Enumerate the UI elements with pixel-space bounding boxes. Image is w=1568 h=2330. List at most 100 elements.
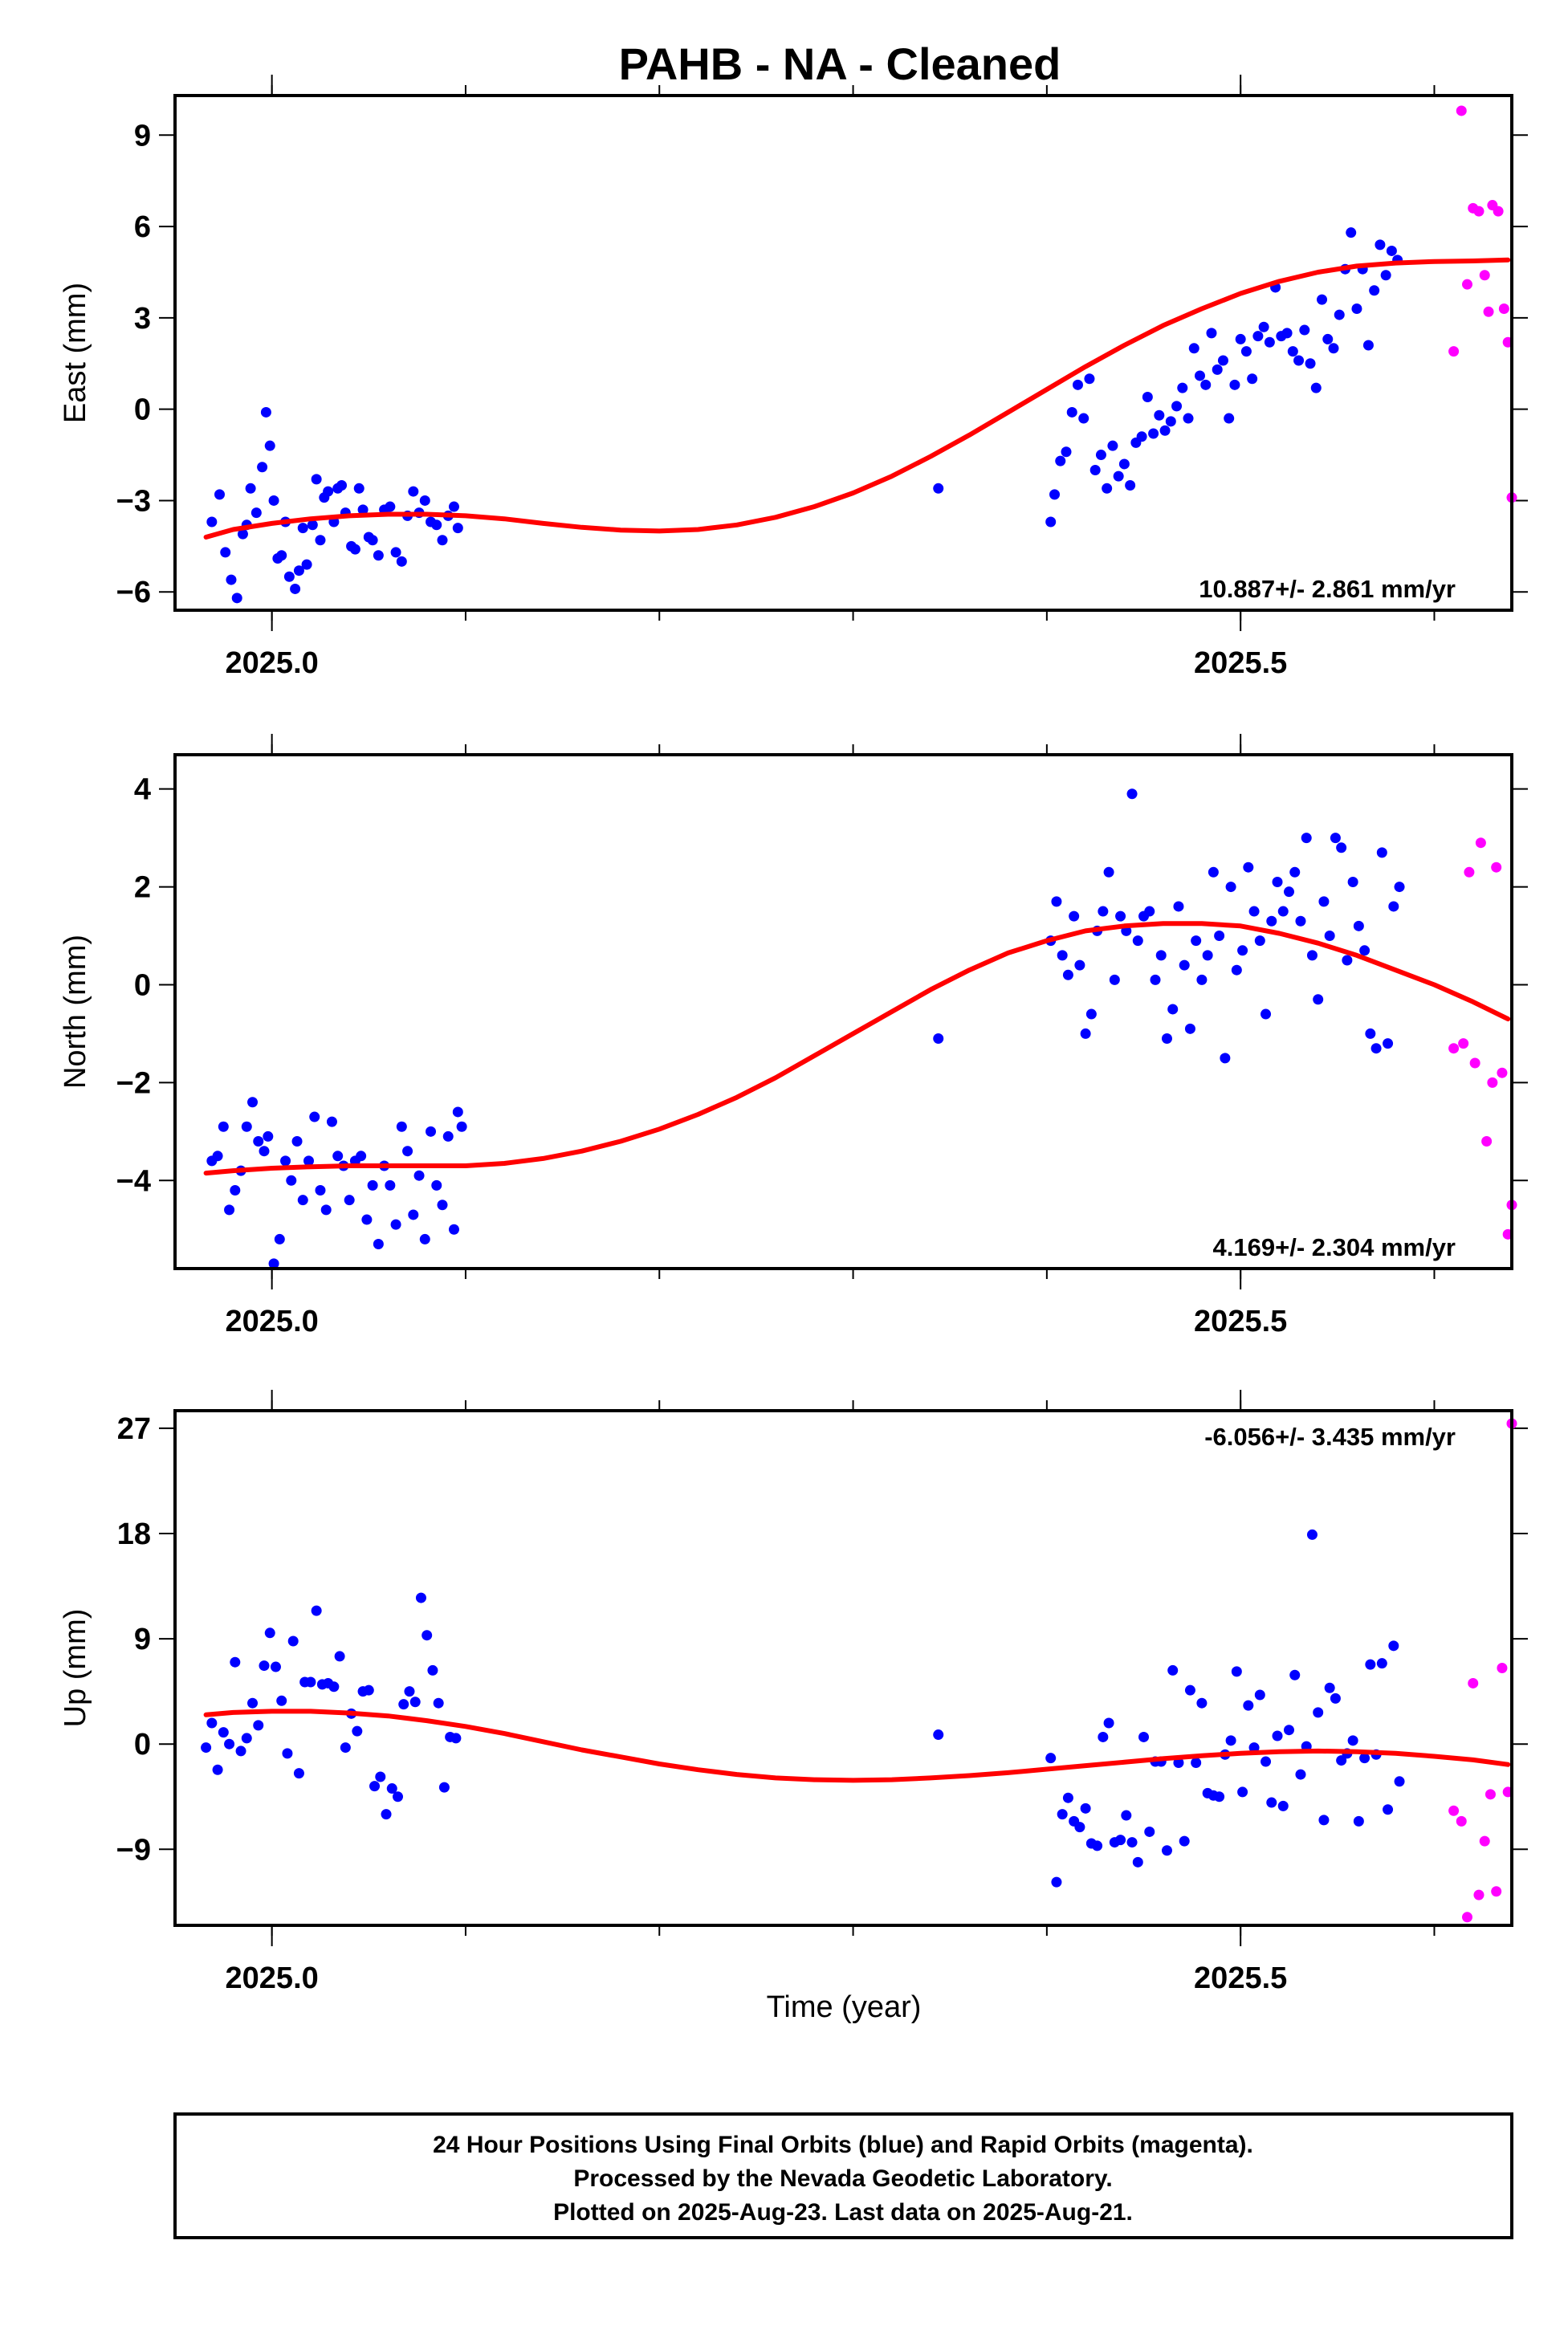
east-final-point (297, 523, 308, 534)
up-final-point (415, 1592, 426, 1603)
x-axis-label: Time (year) (767, 1990, 922, 2024)
north-final-point (1080, 1028, 1091, 1039)
east-final-point (1264, 336, 1275, 348)
east-final-point (1369, 285, 1380, 296)
north-final-point (408, 1209, 419, 1220)
north-final-point (297, 1195, 308, 1206)
north-final-point (268, 1258, 279, 1269)
up-final-point (1196, 1697, 1208, 1709)
east-final-point (448, 501, 459, 512)
east-final-point (1066, 406, 1077, 418)
east-final-point (293, 565, 304, 576)
east-final-point (437, 535, 448, 546)
north-final-point (1069, 910, 1080, 922)
up-final-point (386, 1783, 397, 1794)
up-final-point (1243, 1700, 1254, 1711)
east-final-point (1049, 489, 1061, 500)
up-final-point (1080, 1802, 1091, 1814)
east-final-point (226, 574, 237, 585)
east-final-point (1299, 324, 1310, 336)
north-rapid-point (1481, 1136, 1493, 1147)
north-rapid-point (1487, 1077, 1498, 1088)
footer-line-3: Plotted on 2025-Aug-23. Last data on 202… (553, 2199, 1133, 2226)
north-final-point (1184, 1023, 1195, 1034)
east-final-point (1165, 416, 1176, 427)
up-final-point (450, 1733, 462, 1744)
east-final-point (1206, 328, 1217, 339)
up-final-point (334, 1651, 345, 1662)
east-final-point (268, 495, 279, 506)
east-y-axis-label: East (mm) (59, 283, 92, 423)
up-final-point (1336, 1755, 1347, 1766)
north-final-point (1347, 876, 1358, 887)
east-final-point (1252, 331, 1264, 342)
up-final-point (253, 1720, 264, 1731)
north-final-point (452, 1106, 463, 1118)
north-final-point (1167, 1004, 1179, 1015)
east-final-point (1177, 382, 1188, 393)
up-final-point (270, 1661, 281, 1672)
up-final-point (1214, 1791, 1225, 1802)
up-final-point (1376, 1658, 1387, 1669)
east-y-tick-label: 9 (134, 119, 151, 153)
east-final-point (1328, 343, 1339, 354)
footer-box: 24 Hour Positions Using Final Orbits (bl… (173, 2112, 1513, 2239)
up-y-tick-label: 18 (117, 1517, 151, 1551)
up-final-point (369, 1781, 381, 1792)
east-panel: East (mm) 2025.0 2025.5 −6 −3 0 3 6 9 10.887+/- … (59, 75, 1528, 680)
north-rapid-point (1464, 866, 1475, 878)
north-final-point (1237, 945, 1248, 956)
north-final-point (263, 1130, 274, 1142)
east-final-point (933, 483, 944, 494)
north-final-point (1289, 866, 1301, 878)
east-final-point (1380, 270, 1391, 281)
east-final-point (264, 440, 275, 451)
up-final-point (1132, 1856, 1143, 1868)
north-final-point (456, 1121, 467, 1132)
north-final-point (1103, 866, 1114, 878)
north-final-point (303, 1155, 314, 1167)
up-rapid-point (1497, 1663, 1508, 1673)
east-final-point (1287, 346, 1298, 357)
up-final-point (933, 1729, 944, 1741)
north-final-point (367, 1179, 378, 1191)
north-final-point (1277, 906, 1289, 917)
up-final-point (1231, 1666, 1242, 1677)
up-final-point (375, 1771, 386, 1782)
north-rate-label: 4.169+/- 2.304 mm/yr (1213, 1233, 1456, 1261)
north-final-point (1161, 1033, 1172, 1045)
up-y-axis-label: Up (mm) (59, 1609, 92, 1728)
up-final-point (311, 1605, 322, 1616)
north-final-point (390, 1219, 401, 1230)
up-y-tick-label: −9 (116, 1833, 151, 1867)
up-final-point (328, 1681, 340, 1693)
north-final-point (1208, 866, 1219, 878)
up-panel: Up (mm) 2025.0 2025.5 −9 0 9 18 27 -6.056+/- 3.… (59, 1390, 1528, 1995)
up-final-point (1161, 1845, 1172, 1856)
north-final-point (402, 1146, 413, 1157)
east-final-point (431, 519, 442, 531)
east-final-point (1217, 355, 1228, 366)
east-final-point (336, 479, 348, 491)
up-rapid-point (1479, 1835, 1490, 1847)
north-final-point (1132, 935, 1143, 947)
east-final-point (1084, 373, 1095, 385)
east-final-point (1107, 440, 1118, 451)
east-y-tick-label: −6 (116, 576, 151, 609)
east-final-point (1045, 516, 1057, 528)
east-final-point (1154, 409, 1165, 421)
up-model-curve (203, 1709, 1511, 1783)
north-final-point (259, 1146, 270, 1157)
north-final-point (448, 1224, 459, 1235)
up-final-point (1313, 1707, 1324, 1718)
east-final-point (1195, 370, 1205, 381)
east-final-point (1229, 379, 1240, 390)
up-final-point (381, 1809, 392, 1820)
east-rapid-point (1456, 105, 1467, 116)
east-final-point (353, 483, 365, 494)
east-final-point (1188, 343, 1199, 354)
north-final-point (1324, 931, 1335, 942)
up-final-point (433, 1697, 444, 1709)
up-final-point (1277, 1800, 1289, 1811)
east-final-point (276, 550, 287, 561)
